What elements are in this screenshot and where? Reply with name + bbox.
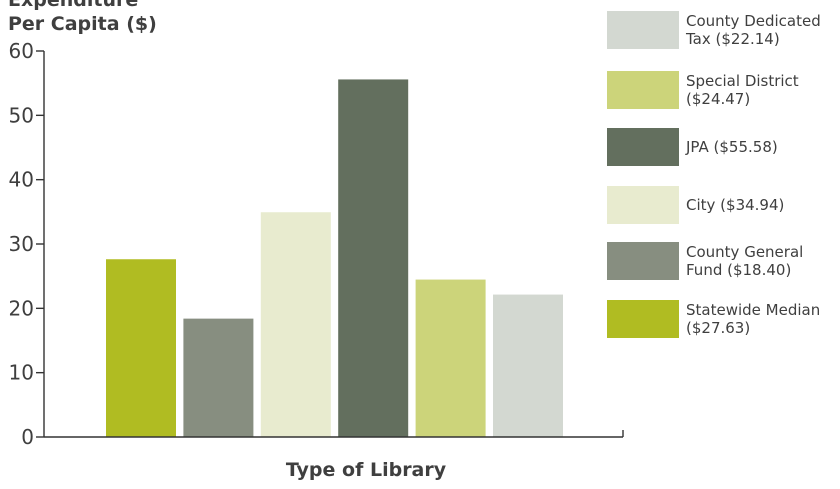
y-tick-label: 60 [9,39,34,63]
bar [493,294,563,437]
legend-item: JPA ($55.58) [607,128,778,166]
y-tick-label: 0 [21,425,34,449]
legend-label: County Dedicated [686,12,821,30]
legend-label: Statewide Median [686,301,820,319]
legend-swatch [607,300,679,338]
legend-item: Statewide Median($27.63) [607,300,820,338]
x-axis [44,430,624,438]
x-axis-label: Type of Library [286,459,447,481]
legend-item: City ($34.94) [607,186,784,224]
bar [338,79,409,437]
y-tick-label: 50 [9,103,34,127]
legend-label: ($27.63) [686,319,750,337]
legend-item: Special District($24.47) [607,71,799,109]
legend-label: County General [686,243,803,261]
legend-label: Special District [686,72,799,90]
legend-swatch [607,11,679,49]
bar [260,212,331,437]
y-axis-label-line-2: Per Capita ($) [8,13,157,35]
y-axis: 0 10 20 30 40 50 60 [9,39,45,449]
legend-label: ($24.47) [686,90,750,108]
y-axis-label-line-1: Expenditure [8,0,138,11]
legend-label: City ($34.94) [686,196,784,214]
legend-swatch [607,128,679,166]
legend-label: Fund ($18.40) [686,261,791,279]
legend-swatch [607,71,679,109]
bar [415,279,486,437]
y-tick-label: 10 [9,361,34,385]
legend-swatch [607,242,679,280]
legend-swatch [607,186,679,224]
legend-label: Tax ($22.14) [685,30,780,48]
y-axis-label: Expenditure Per Capita ($) [8,0,157,35]
bar [183,318,254,437]
y-tick-label: 40 [9,168,34,192]
bars [106,79,563,437]
legend-label: JPA ($55.58) [685,138,778,156]
y-tick-label: 30 [9,232,34,256]
y-tick-label: 20 [9,296,34,320]
bar [106,259,176,437]
